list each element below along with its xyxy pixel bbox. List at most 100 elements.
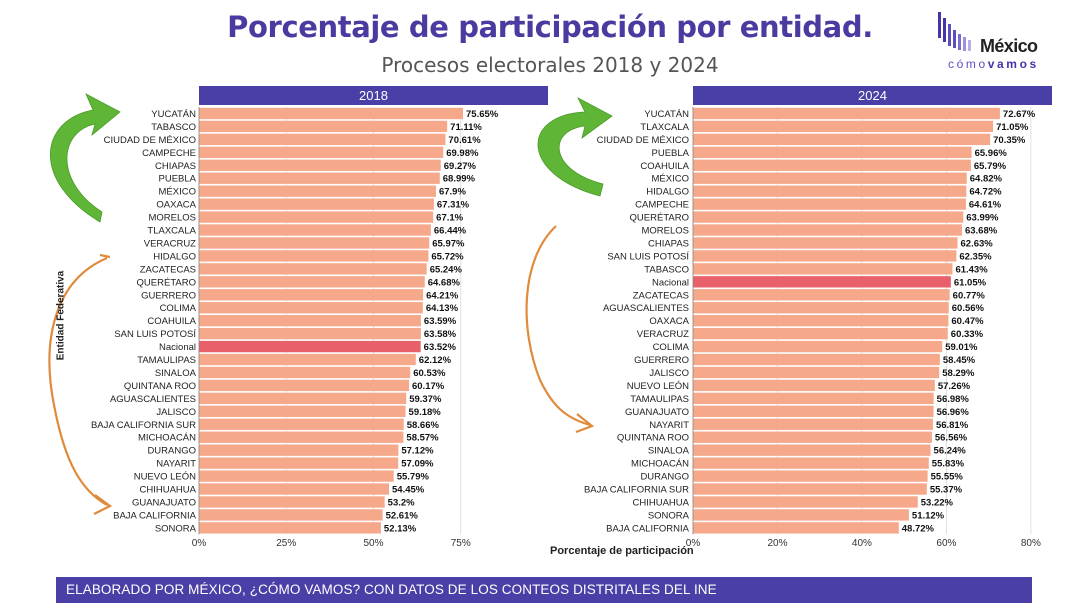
bar[interactable] bbox=[199, 185, 436, 197]
data-label: 52.61% bbox=[386, 510, 419, 521]
data-label: 61.05% bbox=[954, 277, 987, 288]
data-label: 55.79% bbox=[397, 472, 430, 483]
category-label: CHIHUAHUA bbox=[633, 497, 690, 508]
bar[interactable] bbox=[693, 302, 949, 314]
bar[interactable] bbox=[693, 470, 928, 482]
data-label: 63.52% bbox=[424, 342, 457, 353]
bar[interactable] bbox=[693, 522, 899, 534]
bar[interactable] bbox=[199, 392, 407, 405]
bar[interactable] bbox=[199, 353, 416, 366]
category-label: MICHOACÁN bbox=[631, 459, 689, 470]
bar[interactable] bbox=[693, 392, 934, 405]
category-label: QUERÉTARO bbox=[630, 213, 689, 224]
bar[interactable] bbox=[693, 224, 962, 236]
bar[interactable] bbox=[693, 509, 909, 521]
bar[interactable] bbox=[693, 289, 950, 301]
bar[interactable] bbox=[199, 509, 383, 521]
bar[interactable] bbox=[199, 198, 434, 210]
bar[interactable] bbox=[693, 120, 994, 133]
bar[interactable] bbox=[199, 327, 421, 340]
bar[interactable] bbox=[693, 172, 967, 184]
data-label: 60.17% bbox=[412, 381, 445, 392]
bar[interactable] bbox=[693, 327, 948, 340]
bar[interactable] bbox=[199, 431, 404, 443]
bar[interactable] bbox=[693, 185, 967, 197]
orange-arrow-left-top-icon bbox=[99, 253, 111, 259]
bar[interactable] bbox=[693, 198, 966, 210]
bar[interactable] bbox=[693, 237, 958, 249]
category-label: AGUASCALIENTES bbox=[110, 394, 196, 405]
orange-arrow-right-head-icon bbox=[575, 413, 595, 434]
bar[interactable] bbox=[199, 250, 429, 262]
bar[interactable] bbox=[199, 470, 394, 482]
bar[interactable] bbox=[199, 172, 440, 184]
data-label: 51.12% bbox=[912, 510, 945, 521]
bar[interactable] bbox=[199, 133, 446, 146]
x-tick-label: 60% bbox=[936, 538, 956, 549]
bar-highlight[interactable] bbox=[199, 340, 421, 353]
bar[interactable] bbox=[693, 159, 971, 171]
bar[interactable] bbox=[693, 146, 972, 158]
data-label: 56.81% bbox=[936, 420, 969, 431]
bar[interactable] bbox=[199, 315, 421, 327]
bar[interactable] bbox=[693, 483, 927, 495]
category-label: GUERRERO bbox=[141, 290, 196, 301]
bar[interactable] bbox=[693, 431, 932, 443]
bar[interactable] bbox=[693, 444, 931, 456]
category-label: YUCATÁN bbox=[644, 109, 689, 120]
data-label: 67.1% bbox=[436, 213, 463, 224]
bar[interactable] bbox=[693, 353, 940, 366]
bar[interactable] bbox=[199, 444, 399, 456]
bar[interactable] bbox=[693, 263, 953, 275]
x-tick-label: 50% bbox=[363, 538, 383, 549]
bar[interactable] bbox=[199, 289, 424, 301]
bar[interactable] bbox=[199, 224, 431, 236]
bar[interactable] bbox=[693, 418, 933, 430]
category-label: COAHUILA bbox=[640, 161, 689, 172]
bar[interactable] bbox=[199, 159, 441, 171]
data-label: 69.98% bbox=[446, 148, 479, 159]
bar[interactable] bbox=[693, 379, 935, 392]
data-label: 63.68% bbox=[965, 226, 998, 237]
bar[interactable] bbox=[199, 483, 390, 495]
bar[interactable] bbox=[693, 107, 1000, 120]
bar[interactable] bbox=[199, 107, 464, 120]
data-label: 64.61% bbox=[969, 200, 1002, 211]
bar[interactable] bbox=[199, 379, 409, 392]
bar[interactable] bbox=[199, 522, 381, 534]
bar[interactable] bbox=[199, 405, 406, 417]
bar[interactable] bbox=[693, 211, 964, 223]
bar[interactable] bbox=[199, 366, 411, 379]
category-label: CAMPECHE bbox=[635, 200, 689, 211]
bar[interactable] bbox=[693, 250, 957, 262]
data-label: 63.59% bbox=[424, 316, 457, 327]
bar[interactable] bbox=[693, 340, 943, 353]
bar[interactable] bbox=[199, 146, 444, 158]
bar[interactable] bbox=[199, 263, 427, 275]
bar[interactable] bbox=[199, 418, 404, 430]
chart-header bbox=[693, 86, 1052, 105]
bar[interactable] bbox=[199, 211, 434, 223]
bar[interactable] bbox=[199, 302, 423, 314]
bar[interactable] bbox=[693, 133, 991, 146]
bar[interactable] bbox=[693, 457, 929, 469]
logo-tagline-pre: cómo bbox=[948, 57, 988, 71]
bar[interactable] bbox=[693, 405, 934, 417]
bar[interactable] bbox=[693, 366, 940, 379]
bar[interactable] bbox=[693, 496, 918, 508]
data-label: 64.82% bbox=[970, 174, 1003, 185]
bar-highlight[interactable] bbox=[693, 276, 951, 288]
data-label: 72.67% bbox=[1003, 109, 1036, 120]
bar[interactable] bbox=[199, 276, 425, 288]
category-label: JALISCO bbox=[649, 368, 689, 379]
category-label: TAMAULIPAS bbox=[630, 394, 689, 405]
bar[interactable] bbox=[693, 315, 949, 327]
category-label: COLIMA bbox=[160, 303, 197, 314]
bar[interactable] bbox=[199, 496, 385, 508]
x-tick-label: 80% bbox=[1021, 538, 1041, 549]
bar[interactable] bbox=[199, 237, 430, 249]
bar[interactable] bbox=[199, 120, 448, 133]
category-label: SONORA bbox=[155, 523, 197, 534]
x-tick-label: 0% bbox=[686, 538, 701, 549]
bar[interactable] bbox=[199, 457, 399, 469]
